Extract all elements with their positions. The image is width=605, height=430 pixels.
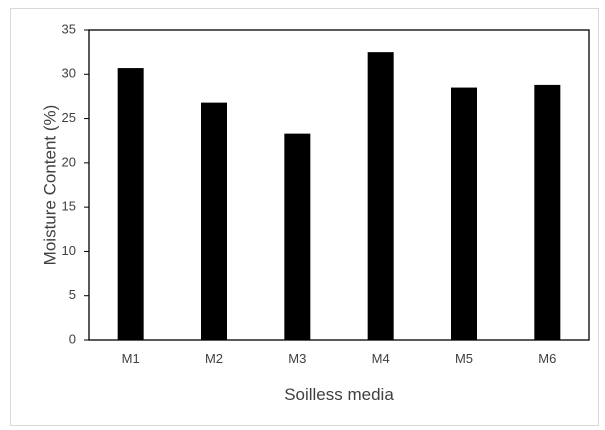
bar-m6 <box>534 84 561 341</box>
x-tick-label: M3 <box>288 351 306 366</box>
plot-area: 0 5 10 15 20 25 30 35 M1 M2 M3 M4 M5 M6 <box>62 21 590 366</box>
y-tick-label: 0 <box>69 331 76 346</box>
chart-frame <box>10 8 599 426</box>
y-axis-label: Moisture Content (%) <box>40 105 59 266</box>
y-tick-label: 15 <box>62 199 76 214</box>
x-tick-label: M2 <box>205 351 223 366</box>
bar-m4 <box>367 52 394 341</box>
x-axis-label: Soilless media <box>284 385 394 404</box>
x-tick-label: M6 <box>538 351 556 366</box>
y-tick-label: 5 <box>69 287 76 302</box>
y-tick-label: 10 <box>62 243 76 258</box>
bar-m3 <box>284 133 311 340</box>
x-tick-label: M4 <box>372 351 390 366</box>
x-tick-label: M1 <box>122 351 140 366</box>
bar-m1 <box>117 68 144 340</box>
plot-border <box>88 29 590 341</box>
y-tick-label: 20 <box>62 154 76 169</box>
bar-m5 <box>451 87 477 340</box>
y-tick-label: 35 <box>62 21 76 36</box>
y-tick-label: 25 <box>62 110 76 125</box>
x-tick-label: M5 <box>455 351 473 366</box>
bar-m2 <box>201 102 227 340</box>
y-tick-label: 30 <box>62 66 76 81</box>
